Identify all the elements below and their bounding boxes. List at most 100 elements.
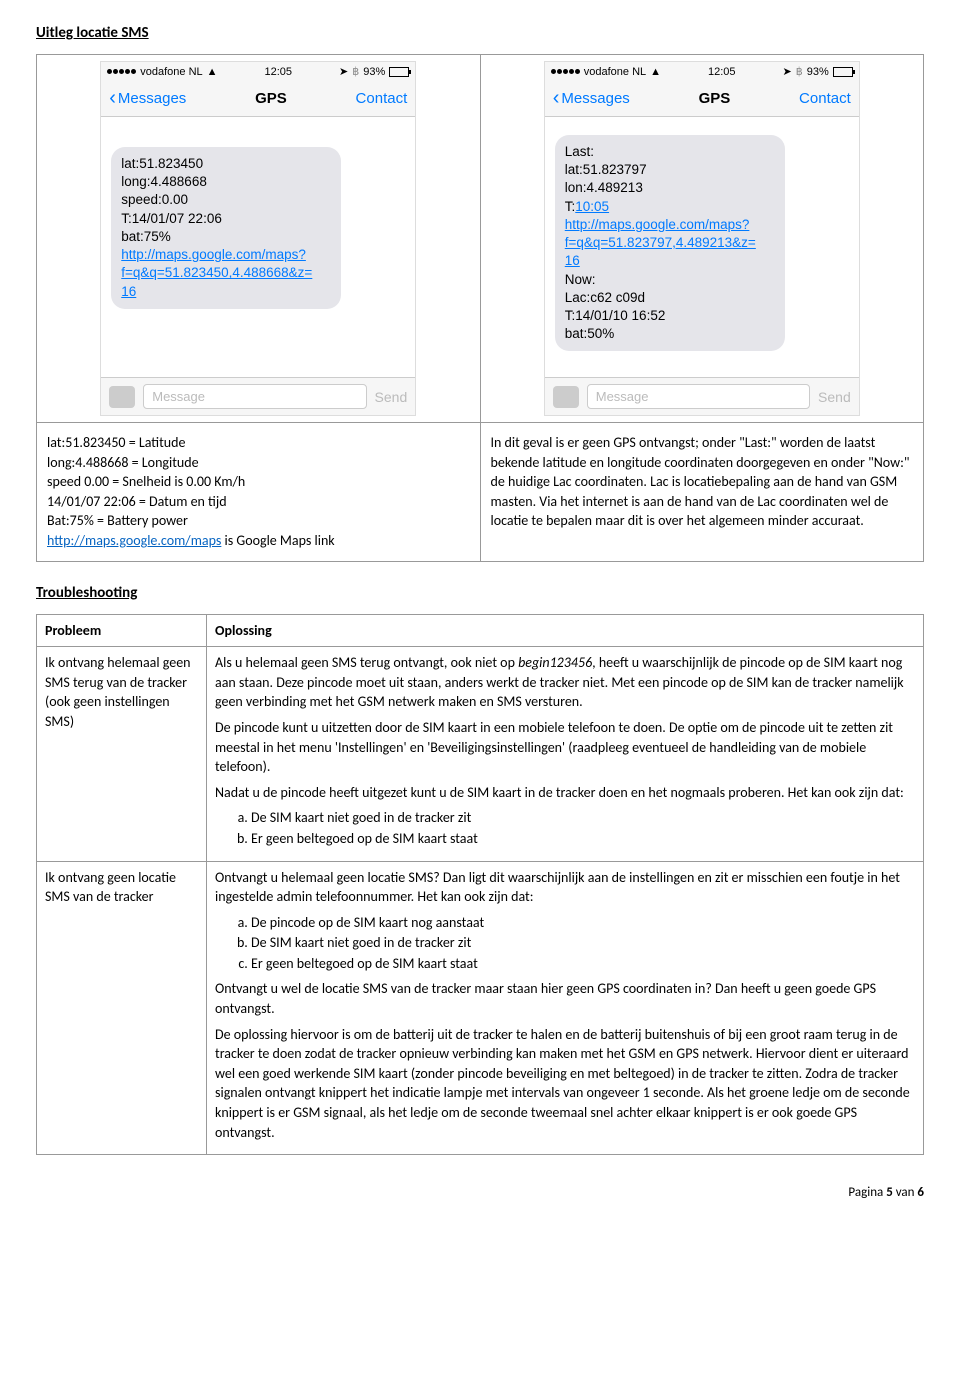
list-item: De pincode op de SIM kaart nog aanstaat [251,913,915,933]
status-time: 12:05 [265,66,293,78]
explain-line: Bat:75% = Battery power [47,512,188,529]
battery-pct: 93% [363,66,385,78]
camera-icon[interactable] [109,386,135,408]
sms-link[interactable]: http://maps.google.com/maps? [565,217,750,232]
col-header-oplossing: Oplossing [207,614,924,647]
send-button[interactable]: Send [818,389,851,405]
send-button[interactable]: Send [375,389,408,405]
list-item: De SIM kaart niet goed in de tracker zit [251,808,915,828]
messages-area: lat:51.823450 long:4.488668 speed:0.00 T… [101,117,415,377]
battery-icon [389,67,409,77]
bluetooth-icon: ฿ [796,65,803,78]
explanation-left: lat:51.823450 = Latitude long:4.488668 =… [37,423,481,561]
contact-button[interactable]: Contact [356,90,408,107]
sms-line: lat:51.823797 [565,162,647,177]
nav-title: GPS [255,90,287,107]
sms-line: bat:50% [565,326,615,341]
sms-link[interactable]: 10:05 [575,199,609,214]
nav-title: GPS [699,90,731,107]
problem-cell: Ik ontvang helemaal geen SMS terug van d… [37,647,207,861]
message-input-row: Message Send [545,377,859,415]
solution-text: Ontvangt u helemaal geen locatie SMS? Da… [215,868,915,907]
phone-mock-2: vodafone NL ▲ 12:05 ➤ ฿ 93% ‹Messages GP… [544,61,860,416]
solution-text: De oplossing hiervoor is om de batterij … [215,1025,915,1143]
explanation-right: In dit geval is er geen GPS ontvangst; o… [481,423,924,561]
sms-bubble-1: lat:51.823450 long:4.488668 speed:0.00 T… [111,147,341,309]
sms-line: long:4.488668 [121,174,207,189]
carrier-label: vodafone NL [584,66,646,78]
battery-icon [833,67,853,77]
status-bar: vodafone NL ▲ 12:05 ➤ ฿ 93% [545,62,859,81]
nav-bar: ‹Messages GPS Contact [545,81,859,117]
nav-bar: ‹Messages GPS Contact [101,81,415,117]
sms-link[interactable]: http://maps.google.com/maps? [121,247,306,262]
back-label: Messages [561,90,629,107]
sms-link[interactable]: f=q&q=51.823797,4.489213&z= [565,235,756,250]
page-footer: Pagina 5 van 6 [36,1185,924,1200]
chevron-left-icon: ‹ [553,87,560,110]
troubleshooting-table: Probleem Oplossing Ik ontvang helemaal g… [36,614,924,1156]
message-input-row: Message Send [101,377,415,415]
table-header-row: Probleem Oplossing [37,614,924,647]
location-icon: ➤ [339,65,348,78]
signal-icon [107,69,136,74]
messages-area: Last: lat:51.823797 lon:4.489213 T:10:05… [545,117,859,377]
screenshot-cell-left: vodafone NL ▲ 12:05 ➤ ฿ 93% ‹Messages GP… [37,55,481,422]
sms-bubble-2: Last: lat:51.823797 lon:4.489213 T:10:05… [555,135,785,351]
solution-text: Als u helemaal geen SMS terug ontvangt, … [215,654,518,671]
back-button[interactable]: ‹Messages [109,87,186,110]
camera-icon[interactable] [553,386,579,408]
status-time: 12:05 [708,66,736,78]
sms-link[interactable]: f=q&q=51.823450,4.488668&z= [121,265,312,280]
list-item: De SIM kaart niet goed in de tracker zit [251,933,915,953]
bluetooth-icon: ฿ [352,65,359,78]
back-button[interactable]: ‹Messages [553,87,630,110]
explain-line: speed 0.00 = Snelheid is 0.00 Km/h [47,473,245,490]
maps-link[interactable]: http://maps.google.com/maps [47,532,221,549]
explain-line: long:4.488668 = Longitude [47,454,199,471]
solution-text: Ontvangt u wel de locatie SMS van de tra… [215,979,915,1018]
wifi-icon: ▲ [207,66,218,78]
sms-line: lon:4.489213 [565,180,643,195]
sms-link[interactable]: 16 [565,253,580,268]
sms-line: T:14/01/07 22:06 [121,211,222,226]
explanation-row: lat:51.823450 = Latitude long:4.488668 =… [36,423,924,562]
screenshot-cell-right: vodafone NL ▲ 12:05 ➤ ฿ 93% ‹Messages GP… [481,55,924,422]
chevron-left-icon: ‹ [109,87,116,110]
footer-text: Pagina [848,1185,886,1200]
wifi-icon: ▲ [650,66,661,78]
sms-line: Last: [565,144,594,159]
list-item: Er geen beltegoed op de SIM kaart staat [251,954,915,974]
sms-line: Lac:c62 c09d [565,290,645,305]
sms-line: Now: [565,272,596,287]
phone-mock-1: vodafone NL ▲ 12:05 ➤ ฿ 93% ‹Messages GP… [100,61,416,416]
table-row: Ik ontvang helemaal geen SMS terug van d… [37,647,924,861]
footer-text: van [893,1185,918,1200]
solution-text-italic: begin123456 [518,654,592,671]
solution-text: De pincode kunt u uitzetten door de SIM … [215,718,915,777]
sms-line: T: [565,199,576,214]
solution-text: Nadat u de pincode heeft uitgezet kunt u… [215,783,915,803]
message-input[interactable]: Message [143,384,366,409]
col-header-probleem: Probleem [37,614,207,647]
sms-line: lat:51.823450 [121,156,203,171]
message-input[interactable]: Message [587,384,810,409]
contact-button[interactable]: Contact [799,90,851,107]
battery-pct: 93% [807,66,829,78]
status-bar: vodafone NL ▲ 12:05 ➤ ฿ 93% [101,62,415,81]
solution-cell: Ontvangt u helemaal geen locatie SMS? Da… [207,861,924,1155]
sms-link[interactable]: 16 [121,284,136,299]
back-label: Messages [118,90,186,107]
solution-cell: Als u helemaal geen SMS terug ontvangt, … [207,647,924,861]
page-heading: Uitleg locatie SMS [36,24,924,42]
table-row: Ik ontvang geen locatie SMS van de track… [37,861,924,1155]
explain-line: is Google Maps link [221,532,334,549]
sms-line: T:14/01/10 16:52 [565,308,666,323]
screenshots-row: vodafone NL ▲ 12:05 ➤ ฿ 93% ‹Messages GP… [36,54,924,423]
footer-page-total: 6 [917,1185,924,1200]
sms-line: speed:0.00 [121,192,188,207]
explain-line: lat:51.823450 = Latitude [47,434,185,451]
problem-cell: Ik ontvang geen locatie SMS van de track… [37,861,207,1155]
troubleshooting-heading: Troubleshooting [36,584,924,602]
location-icon: ➤ [783,65,792,78]
